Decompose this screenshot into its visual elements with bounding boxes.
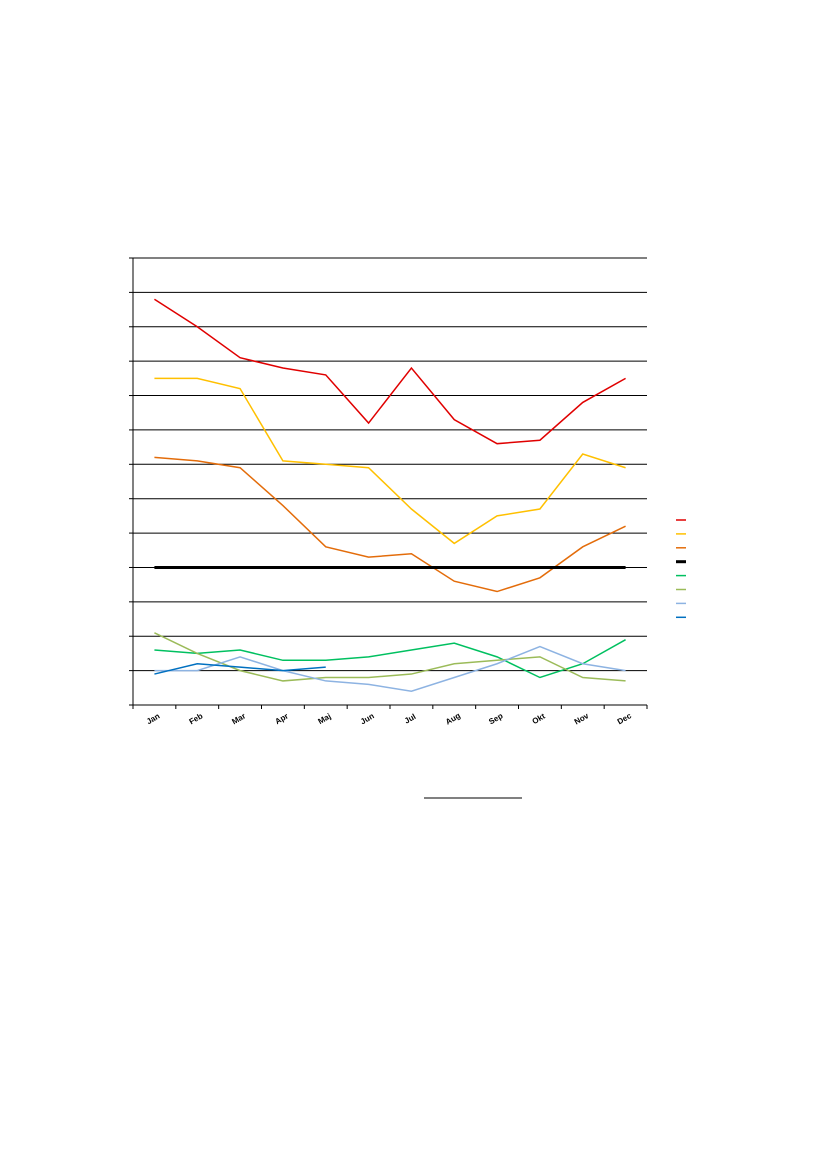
x-tick-label: Jul bbox=[403, 712, 418, 726]
series-line bbox=[154, 298, 626, 445]
x-tick-label: Aug bbox=[444, 711, 462, 727]
x-tick-label: Okt bbox=[531, 711, 547, 726]
x-tick-label: Jun bbox=[359, 711, 376, 726]
x-tick-label: Maj bbox=[316, 712, 332, 726]
x-tick-label: Nov bbox=[573, 711, 591, 727]
series-line bbox=[154, 662, 326, 675]
x-tick-label: Apr bbox=[273, 711, 289, 726]
x-tick-label: Feb bbox=[188, 711, 205, 726]
series-line bbox=[154, 632, 626, 682]
series-line bbox=[154, 645, 626, 693]
x-tick-label: Mar bbox=[230, 711, 247, 726]
x-tick-label: Dec bbox=[616, 711, 634, 726]
series-line bbox=[154, 639, 626, 679]
series-line bbox=[154, 456, 626, 593]
x-tick-label: Sep bbox=[487, 711, 504, 726]
x-tick-label: Jan bbox=[145, 711, 162, 726]
series-line bbox=[154, 377, 626, 545]
